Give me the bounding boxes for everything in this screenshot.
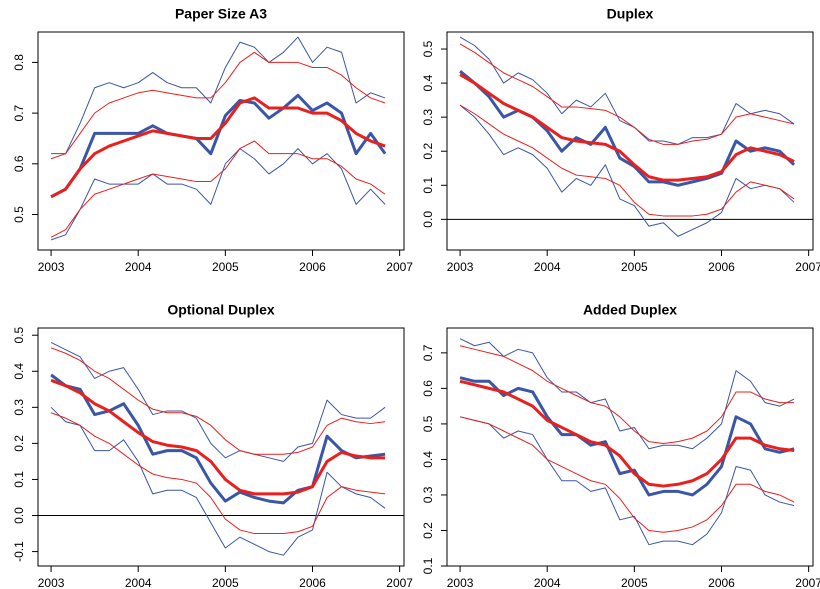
- x-tick-label: 2007: [386, 260, 413, 274]
- series-line: [459, 379, 795, 488]
- y-tick-label: 0.1: [421, 557, 435, 574]
- y-tick-label: -0.1: [12, 541, 26, 562]
- series-line: [459, 104, 795, 237]
- x-tick-label: 2007: [386, 576, 413, 589]
- y-tick-label: 0.4: [421, 74, 435, 91]
- series-line: [51, 36, 386, 155]
- x-tick-label: 2006: [708, 576, 735, 589]
- series-line: [50, 51, 386, 160]
- series-line: [50, 93, 387, 199]
- y-tick-label: 0.2: [421, 143, 435, 160]
- y-tick-label: 0.1: [421, 177, 435, 194]
- series-line: [459, 416, 795, 533]
- series-line: [50, 412, 386, 535]
- y-tick-label: 0.1: [12, 471, 26, 488]
- series-line: [50, 96, 386, 199]
- plot-frame: [37, 327, 405, 567]
- series-line: [459, 36, 795, 145]
- chart-title: Duplex: [607, 6, 654, 22]
- y-tick-label: 0.8: [12, 54, 26, 71]
- x-tick-label: 2004: [125, 260, 152, 274]
- x-tick-label: 2005: [621, 576, 648, 589]
- series-line: [50, 140, 386, 238]
- y-tick-label: 0.3: [421, 486, 435, 503]
- series-line: [459, 338, 795, 450]
- series-line: [459, 345, 795, 444]
- y-tick-label: 0.4: [12, 363, 26, 380]
- y-tick-label: 0.0: [12, 507, 26, 524]
- series-line: [50, 341, 386, 462]
- chart-title: Optional Duplex: [167, 302, 275, 318]
- x-tick-label: 2005: [212, 260, 239, 274]
- series-line: [50, 378, 386, 496]
- y-tick-label: 0.6: [12, 155, 26, 172]
- plot-frame: [446, 31, 814, 251]
- x-tick-label: 2003: [38, 576, 65, 589]
- x-tick-label: 2004: [534, 260, 561, 274]
- x-tick-label: 2004: [125, 576, 152, 589]
- y-tick-label: 0.5: [421, 415, 435, 432]
- series-line: [459, 70, 796, 187]
- series-line: [459, 73, 795, 182]
- plot-frame: [446, 327, 814, 567]
- x-tick-label: 2007: [795, 576, 820, 589]
- y-tick-label: 0.7: [421, 344, 435, 361]
- x-tick-label: 2004: [534, 576, 561, 589]
- y-tick-label: 0.4: [421, 451, 435, 468]
- chart-title: Paper Size A3: [175, 6, 267, 22]
- series-line: [459, 104, 795, 217]
- y-tick-label: 0.2: [12, 435, 26, 452]
- series-line: [50, 373, 386, 505]
- y-tick-label: 0.5: [12, 206, 26, 223]
- x-tick-label: 2003: [38, 260, 65, 274]
- series-line: [459, 416, 795, 546]
- x-tick-label: 2005: [621, 260, 648, 274]
- series-line: [459, 376, 795, 497]
- series-line: [459, 43, 795, 145]
- plot-frame: [37, 31, 405, 251]
- x-tick-label: 2003: [447, 576, 474, 589]
- x-tick-label: 2006: [708, 260, 735, 274]
- series-line: [50, 148, 386, 241]
- y-tick-label: 0.3: [12, 399, 26, 416]
- x-tick-label: 2007: [795, 260, 820, 274]
- y-tick-label: 0.5: [12, 327, 26, 344]
- series-line: [50, 406, 386, 556]
- x-tick-label: 2006: [299, 260, 326, 274]
- y-tick-label: 0.6: [421, 380, 435, 397]
- series-line: [50, 347, 386, 455]
- chart-title: Added Duplex: [583, 302, 677, 318]
- y-tick-label: 0.2: [421, 522, 435, 539]
- y-tick-label: 0.0: [421, 211, 435, 228]
- x-tick-label: 2005: [212, 576, 239, 589]
- y-tick-label: 0.7: [12, 104, 26, 121]
- y-tick-label: 0.3: [421, 108, 435, 125]
- x-tick-label: 2006: [299, 576, 326, 589]
- y-tick-label: 0.5: [421, 40, 435, 57]
- x-tick-label: 2003: [447, 260, 474, 274]
